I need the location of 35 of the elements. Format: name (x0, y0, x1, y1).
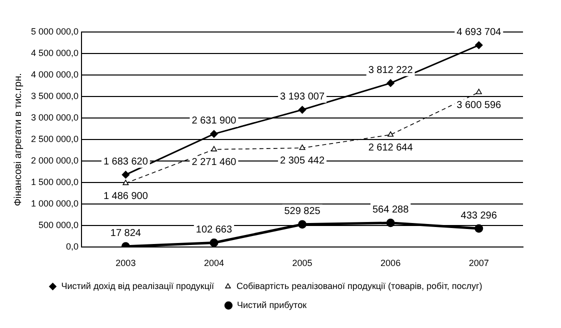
y-tick-label: 5 000 000,0 (31, 26, 79, 36)
data-label: 2 631 900 (192, 116, 237, 127)
legend-label: Чистий дохід від реалізації продукції (61, 280, 214, 291)
data-label: 4 693 704 (456, 26, 502, 38)
y-tick-label: 1 000 000,0 (31, 198, 79, 209)
legend-label: Чистий прибуток (236, 300, 307, 310)
data-label: 2 305 442 (280, 156, 325, 167)
data-label: 102 663 (196, 224, 232, 236)
x-tick-label: 2004 (204, 258, 224, 268)
data-label: 17 824 (110, 228, 142, 240)
data-label: 3 193 007 (280, 92, 325, 103)
y-tick-label: 4 500 000,0 (31, 48, 79, 58)
x-tick-label: 2007 (468, 258, 489, 268)
x-tick-label: 2006 (380, 258, 401, 268)
y-tick-label: 0,0 (66, 242, 79, 252)
data-label: 3 812 222 (368, 64, 414, 76)
data-label: 433 296 (460, 210, 498, 222)
data-label: 1 683 620 (103, 156, 148, 168)
y-tick-label: 2 500 000,0 (31, 134, 79, 144)
data-label: 2 612 644 (368, 142, 414, 154)
y-tick-label: 3 500 000,0 (31, 91, 79, 102)
x-tick-label: 2003 (116, 258, 136, 268)
data-label: 3 600 596 (456, 100, 502, 111)
legend-label: Собівартість реалізованої продукції (товарів, робіт, послуг) (236, 280, 482, 291)
y-tick-label: 1 500 000,0 (31, 177, 79, 188)
y-tick-label: 2 000 000,0 (31, 156, 79, 166)
y-tick-label: 3 000 000,0 (31, 112, 79, 123)
y-axis-title: Фінансові агрегати в тис.грн. (12, 73, 24, 206)
data-label: 1 486 900 (103, 190, 148, 202)
y-tick-label: 4 000 000,0 (31, 70, 79, 80)
y-tick-label: 500 000,0 (38, 220, 79, 230)
data-label: 2 271 460 (192, 157, 237, 168)
data-label: 564 288 (372, 204, 410, 216)
data-label: 529 825 (284, 206, 321, 218)
x-tick-label: 2005 (292, 258, 312, 268)
